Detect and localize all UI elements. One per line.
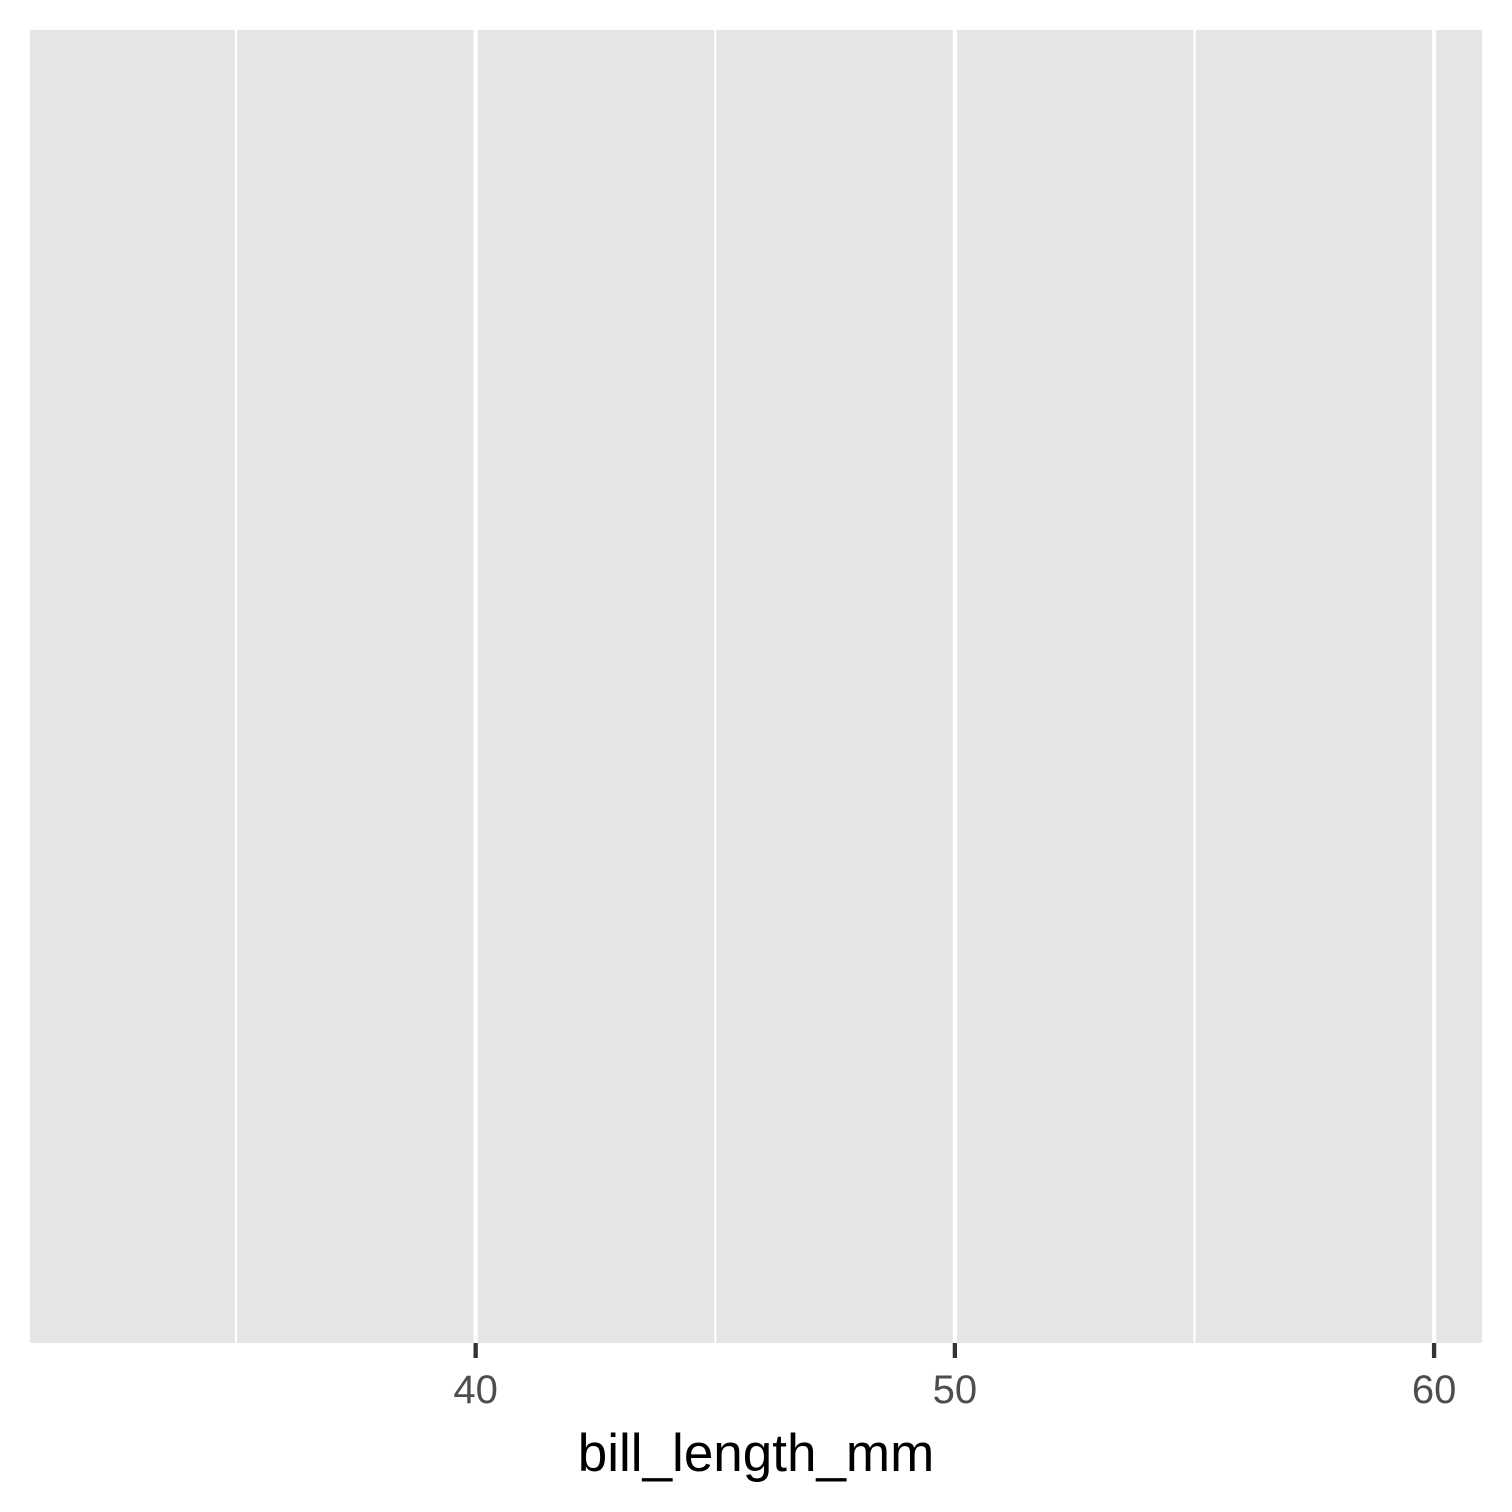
x-tick-label: 60 [1412, 1368, 1457, 1412]
major-gridlines [473, 30, 1437, 1343]
plot-panel [30, 30, 1482, 1343]
minor-gridlines [234, 30, 1196, 1343]
x-axis-ticks [473, 1343, 1437, 1358]
x-axis-tick-labels: 40 50 60 [453, 1368, 1456, 1412]
x-tick-label: 50 [933, 1368, 978, 1412]
x-tick-label: 40 [453, 1368, 498, 1412]
x-axis-title: bill_length_mm [578, 1424, 934, 1483]
